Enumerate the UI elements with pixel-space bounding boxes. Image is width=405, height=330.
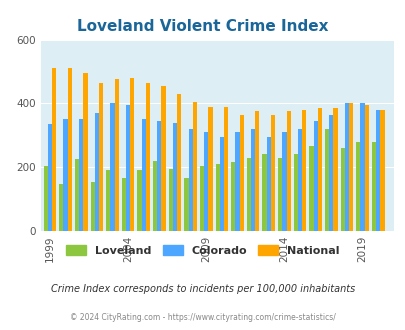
Bar [230,162,235,231]
Bar [219,137,224,231]
Bar [126,105,130,231]
Bar [137,170,141,231]
Bar [270,115,275,231]
Bar [293,154,297,231]
Bar [375,110,379,231]
Bar [168,169,173,231]
Bar [153,161,157,231]
Bar [309,147,313,231]
Bar [94,113,99,231]
Bar [141,119,145,231]
Bar [317,108,321,231]
Bar [177,94,181,231]
Bar [297,129,301,231]
Bar [348,103,352,231]
Bar [379,110,384,231]
Bar [79,119,83,231]
Bar [63,119,68,231]
Text: Loveland Violent Crime Index: Loveland Violent Crime Index [77,19,328,34]
Bar [110,103,114,231]
Bar [44,166,48,231]
Bar [208,107,212,231]
Bar [239,115,243,231]
Bar [286,112,290,231]
Bar [360,103,364,231]
Bar [344,103,348,231]
Bar [188,129,192,231]
Bar [340,148,344,231]
Bar [199,166,204,231]
Bar [301,110,306,231]
Text: Crime Index corresponds to incidents per 100,000 inhabitants: Crime Index corresponds to incidents per… [51,284,354,294]
Bar [83,73,87,231]
Bar [333,108,337,231]
Bar [114,80,119,231]
Bar [224,107,228,231]
Bar [250,129,255,231]
Bar [130,78,134,231]
Bar [364,105,368,231]
Bar [184,178,188,231]
Bar [371,142,375,231]
Text: © 2024 CityRating.com - https://www.cityrating.com/crime-statistics/: © 2024 CityRating.com - https://www.city… [70,313,335,322]
Bar [48,124,52,231]
Bar [90,182,94,231]
Bar [277,158,281,231]
Bar [281,132,286,231]
Bar [99,82,103,231]
Bar [161,86,165,231]
Bar [75,159,79,231]
Bar [355,142,360,231]
Bar [328,115,333,231]
Bar [52,68,56,231]
Bar [192,102,196,231]
Bar [324,129,328,231]
Bar [157,121,161,231]
Bar [68,68,72,231]
Bar [106,170,110,231]
Bar [145,82,150,231]
Bar [215,164,219,231]
Bar [235,132,239,231]
Bar [204,132,208,231]
Legend: Loveland, Colorado, National: Loveland, Colorado, National [62,241,343,260]
Bar [262,154,266,231]
Bar [266,137,270,231]
Bar [173,122,177,231]
Bar [255,112,259,231]
Bar [246,158,250,231]
Bar [59,184,63,231]
Bar [122,178,126,231]
Bar [313,121,317,231]
